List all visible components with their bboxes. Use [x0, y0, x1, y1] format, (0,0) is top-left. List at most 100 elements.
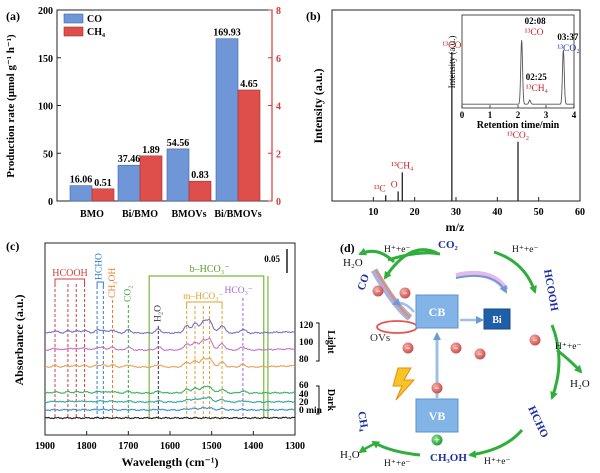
- band-bracket-b-hco3: [148, 275, 265, 418]
- peak-label: ¹³CO: [442, 41, 461, 51]
- left-tick-label: 150: [38, 54, 53, 65]
- bar-co-value: 16.06: [70, 175, 93, 186]
- x-tick-label: 40: [492, 207, 502, 218]
- inset-peak-label: ¹³CO: [525, 28, 544, 38]
- x-tick-label: 10: [368, 207, 378, 218]
- bar-ch4-value: 0.83: [191, 170, 209, 181]
- arrow-hcho-to-ch3oh: [468, 429, 524, 459]
- bars: 16.06 0.51 37.461.89 54.56 0.83 169.93 4.65: [69, 28, 261, 202]
- time-label: 20: [299, 398, 309, 408]
- peak-label: ¹³CH₄: [391, 161, 413, 171]
- he-label-3: H⁺+e⁻: [555, 342, 581, 352]
- bar-co: [69, 185, 93, 202]
- panel-c-ylabel: Absorbance (a.u.): [12, 294, 26, 385]
- he-label-1: H⁺+e⁻: [384, 245, 410, 255]
- inset-xlabel: Retention time/min: [477, 120, 560, 131]
- arrow-co2-to-hcooh: [493, 250, 537, 294]
- svg-text:−: −: [375, 286, 380, 296]
- panel-c-label: (c): [6, 239, 19, 253]
- inset-x-tick-label: 2: [516, 110, 521, 120]
- spectrum-line: [44, 396, 296, 404]
- left-tick-label: 0: [48, 197, 53, 208]
- spectrum-line: [44, 416, 296, 420]
- panel-b-ylabel: Intensity (a.u.): [311, 68, 325, 143]
- arrow-to-h2o-3: [556, 348, 583, 374]
- co2-label: CO₂: [438, 239, 459, 251]
- inset-peak-label: ¹³CO₂: [557, 44, 579, 54]
- legend-swatch-ch4: [63, 26, 84, 37]
- panel-b-xlabel: m/z: [446, 220, 465, 234]
- cb-to-ovs-arrow: [392, 298, 415, 313]
- bar-co: [215, 38, 239, 202]
- panel-a-label: (a): [6, 9, 20, 23]
- panel-a: (a) 0 50 100 150 200 0 2 4 6 8 16.06 0.51 37.461.8…: [5, 6, 281, 220]
- bar-co-value: 37.46: [118, 154, 141, 165]
- x-tick-label: 1400: [243, 441, 263, 452]
- inset-x-tick-label: 4: [572, 110, 577, 120]
- time-label: 100: [299, 338, 314, 348]
- valence-band-label: VB: [429, 409, 446, 423]
- x-tick-label: 1900: [35, 441, 55, 452]
- dark-label: Dark: [325, 389, 336, 412]
- bar-ch4-value: 4.65: [240, 79, 258, 90]
- panel-a-ylabel: Production rate (μmol g⁻¹ h⁻¹): [5, 34, 17, 178]
- time-label: 80: [299, 355, 309, 365]
- h2o-label-1: H₂O: [343, 257, 363, 269]
- electron-icon: [474, 348, 486, 360]
- band-label-b-hco3: b–HCO₃⁻: [190, 264, 230, 275]
- category-label: Bi/BMO: [122, 209, 158, 220]
- svg-text:+: +: [434, 436, 440, 447]
- arrow-to-h2o-2: [358, 442, 375, 454]
- category-label: Bi/BMOVs: [214, 209, 261, 220]
- svg-text:−: −: [434, 383, 439, 393]
- inset-x-tick-label: 1: [488, 110, 493, 120]
- electron-icon: [372, 285, 384, 297]
- panel-c-xlabel: Wavelength (cm⁻¹): [122, 455, 219, 469]
- peak-label: O: [391, 180, 398, 190]
- inset-x-tick-label: 0: [460, 110, 465, 120]
- bar-co: [117, 164, 141, 202]
- inset-trace: [462, 40, 574, 105]
- arrow-hcooh-to-hcho: [550, 324, 561, 400]
- x-tick-label: 30: [451, 207, 461, 218]
- svg-text:−: −: [477, 349, 482, 359]
- inset-peak-time: 03:37: [557, 32, 578, 42]
- spectrum-line: [44, 337, 296, 352]
- legend: CO CH₄: [63, 13, 105, 38]
- inset-peak-time: 02:25: [526, 72, 547, 82]
- inset-peak-label: ¹³CH₄: [526, 84, 548, 94]
- x-tick-label: 1700: [118, 441, 138, 452]
- x-axis: 1900 1800 1700 1600 1500 1400 1300: [35, 431, 305, 452]
- bi-label: Bi: [492, 315, 502, 326]
- ch4-label: CH₄: [355, 410, 370, 432]
- svg-text:−: −: [532, 335, 537, 345]
- peak-label: ¹³CO₂: [507, 131, 529, 141]
- spectra: [44, 318, 296, 420]
- bar-ch4: [237, 89, 261, 202]
- x-tick-label: 60: [575, 207, 585, 218]
- left-tick-label: 100: [38, 102, 53, 113]
- band-label-m-hco3: m–HCO₃⁻: [183, 292, 224, 302]
- left-tick-label: 200: [38, 6, 53, 17]
- arrow-co2-to-co: [383, 248, 438, 280]
- band-label-h2o: H₂O: [153, 305, 163, 322]
- inset-peak-time: 02:08: [525, 16, 546, 26]
- category-labels: BMO Bi/BMO BMOVs Bi/BMOVs: [80, 209, 262, 220]
- hole-icon: [431, 434, 443, 446]
- reaction-cycle: [358, 247, 583, 459]
- legend-swatch-co: [63, 13, 84, 24]
- spectrum-line: [44, 406, 296, 412]
- electron-icon: [402, 342, 414, 354]
- panel-d-label: (d): [340, 241, 355, 255]
- bar-co: [166, 148, 190, 202]
- time-label: 40: [299, 390, 309, 400]
- electron-icon: [529, 334, 541, 346]
- inset-frame: [461, 14, 575, 109]
- bar-ch4: [139, 155, 163, 202]
- he-label-5: H⁺+e⁻: [384, 459, 410, 469]
